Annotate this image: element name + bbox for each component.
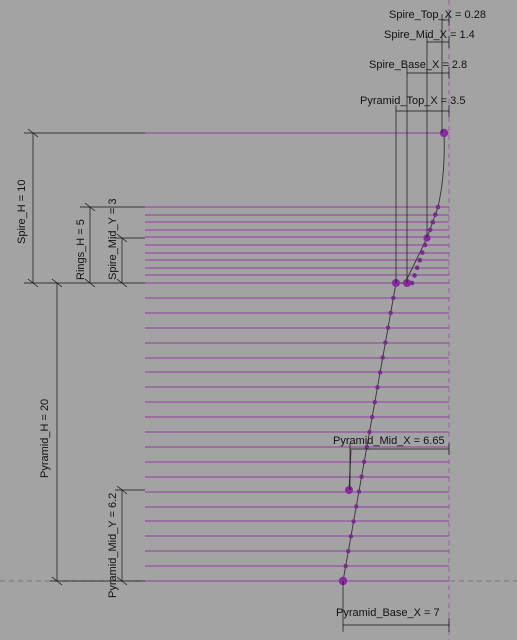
profile-point <box>414 265 420 271</box>
profile-point <box>343 563 348 569</box>
profile-point <box>377 370 383 375</box>
profile-point <box>417 257 423 263</box>
label-spire-base-x: Spire_Base_X = 2.8 <box>369 59 467 71</box>
profile-point <box>385 325 391 330</box>
dim-pyramid-top-x: Pyramid_Top_X = 3.5 <box>360 95 465 283</box>
key-point <box>345 486 353 494</box>
profile-point <box>356 489 362 494</box>
label-pyramid-mid-x: Pyramid_Mid_X = 6.65 <box>333 435 445 447</box>
profile-point <box>435 204 441 210</box>
label-spire-mid-y: Spire_Mid_Y = 3 <box>107 199 119 280</box>
profile-point <box>372 400 377 405</box>
dim-spire-base-x: Spire_Base_X = 2.8 <box>369 59 467 283</box>
label-spire-top-x: Spire_Top_X = 0.28 <box>389 9 486 21</box>
profile-point <box>391 295 396 301</box>
profile-point <box>420 250 425 255</box>
dim-spire-mid-x: Spire_Mid_X = 1.4 <box>384 29 475 238</box>
profile-point <box>348 534 354 539</box>
profile-point <box>427 227 433 233</box>
dim-rings-h: Rings_H = 5 <box>75 202 145 288</box>
profile-points <box>338 128 449 586</box>
profile-point <box>359 474 364 479</box>
label-rings-h: Rings_H = 5 <box>75 219 87 280</box>
profile-point <box>380 355 385 360</box>
label-pyramid-base-x: Pyramid_Base_X = 7 <box>336 607 440 619</box>
profile-point <box>383 340 388 345</box>
profile-point <box>354 504 359 509</box>
dim-pyramid-mid-x: Pyramid_Mid_X = 6.65 <box>333 435 450 490</box>
profile-point <box>409 280 415 286</box>
profile-point <box>369 414 375 420</box>
profile-point <box>367 429 372 435</box>
label-spire-h: Spire_H = 10 <box>16 179 28 244</box>
label-pyramid-top-x: Pyramid_Top_X = 3.5 <box>360 95 465 107</box>
dim-pyramid-mid-y: Pyramid_Mid_Y = 6.2 <box>107 485 145 598</box>
profile-point <box>364 444 370 450</box>
label-spire-mid-x: Spire_Mid_X = 1.4 <box>384 29 475 41</box>
dim-spire-top-x: Spire_Top_X = 0.28 <box>389 9 486 133</box>
key-point <box>439 128 449 138</box>
spire-profile-curve <box>342 132 445 582</box>
profile-point <box>362 459 367 464</box>
guide-lines <box>145 132 449 582</box>
dim-pyramid-h: Pyramid_H = 20 <box>39 278 145 586</box>
dim-spire-mid-y: Spire_Mid_Y = 3 <box>107 199 145 288</box>
label-pyramid-h: Pyramid_H = 20 <box>39 399 51 478</box>
profile-point <box>422 242 428 248</box>
profile-point <box>351 519 356 524</box>
profile-point <box>375 385 380 390</box>
profile-point <box>430 219 436 225</box>
profile-point <box>346 549 351 554</box>
profile-point <box>433 212 438 217</box>
dim-pyramid-base-x: Pyramid_Base_X = 7 <box>336 581 450 632</box>
profile-point <box>388 310 393 315</box>
dim-spire-h: Spire_H = 10 <box>16 128 145 288</box>
label-pyramid-mid-y: Pyramid_Mid_Y = 6.2 <box>107 493 119 598</box>
profile-point <box>412 273 417 278</box>
